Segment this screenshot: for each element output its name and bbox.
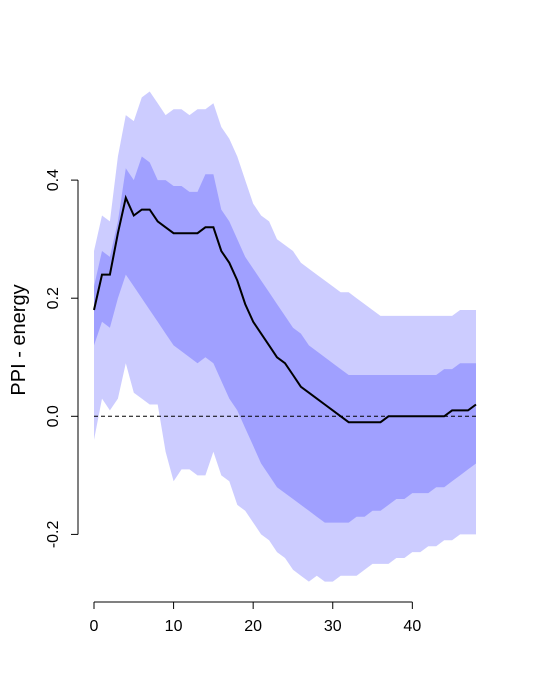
plot-area (93, 91, 477, 582)
x-tick-label: 20 (244, 618, 262, 635)
y-tick-label: 0.4 (45, 169, 62, 191)
x-tick-label: 0 (90, 618, 99, 635)
median-response-line (93, 194, 477, 424)
x-tick-label: 10 (165, 618, 183, 635)
y-axis-title: PPI - energy (8, 284, 30, 395)
x-tick-label: 40 (403, 618, 421, 635)
x-axis: 0 10 20 30 40 (90, 601, 421, 635)
y-tick-label: 0.0 (45, 405, 62, 427)
x-tick-label: 30 (324, 618, 342, 635)
y-axis: -0.2 0.0 0.2 0.4 (45, 169, 79, 549)
y-tick-label: 0.2 (45, 287, 62, 309)
y-tick-label: -0.2 (45, 521, 62, 549)
inner-confidence-band (94, 156, 476, 523)
